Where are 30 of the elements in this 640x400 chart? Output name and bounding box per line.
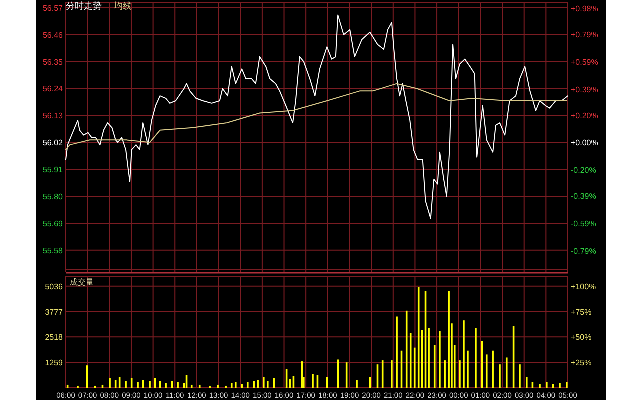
y-tick-label: 55.91 xyxy=(42,166,64,175)
y-tick-label: 56.35 xyxy=(42,58,64,67)
y-tick-label: 5036 xyxy=(45,282,64,292)
text: 均线 xyxy=(113,1,132,11)
y2-tick-label: +0.79% xyxy=(571,30,598,40)
y2-tick-label: +0.98% xyxy=(571,4,598,14)
y2-tick-label: +0.00% xyxy=(571,138,598,148)
y2-tick-label: +75% xyxy=(571,308,592,317)
y-tick-label: 3777 xyxy=(45,308,64,317)
text: 分时走势 xyxy=(66,1,102,11)
y2-tick-label: -0.59% xyxy=(571,219,596,228)
y2-tick-label: -0.39% xyxy=(571,192,596,202)
y-tick-label: 55.69 xyxy=(42,219,64,228)
y-tick-label: 56.02 xyxy=(42,138,64,148)
y2-tick-label: -0.79% xyxy=(571,246,596,256)
y-tick-label: 56.46 xyxy=(42,30,64,40)
y-tick-label: 1259 xyxy=(45,358,64,368)
y-tick-label: 55.58 xyxy=(42,246,64,256)
y2-tick-label: +0.59% xyxy=(571,58,598,67)
y-tick-label: 56.13 xyxy=(42,112,64,121)
y2-tick-label: +100% xyxy=(571,282,596,292)
y2-tick-label: +25% xyxy=(571,358,592,368)
y2-tick-label: +50% xyxy=(571,333,592,342)
y-tick-label: 55.80 xyxy=(42,192,64,202)
y2-tick-label: -0.20% xyxy=(571,166,596,176)
y2-tick-label: +0.20% xyxy=(571,111,598,120)
y-tick-label: 56.24 xyxy=(42,84,64,94)
y-tick-label: 2518 xyxy=(45,333,64,342)
y2-tick-label: +0.39% xyxy=(571,85,598,94)
y-tick-label: 56.57 xyxy=(42,4,64,13)
